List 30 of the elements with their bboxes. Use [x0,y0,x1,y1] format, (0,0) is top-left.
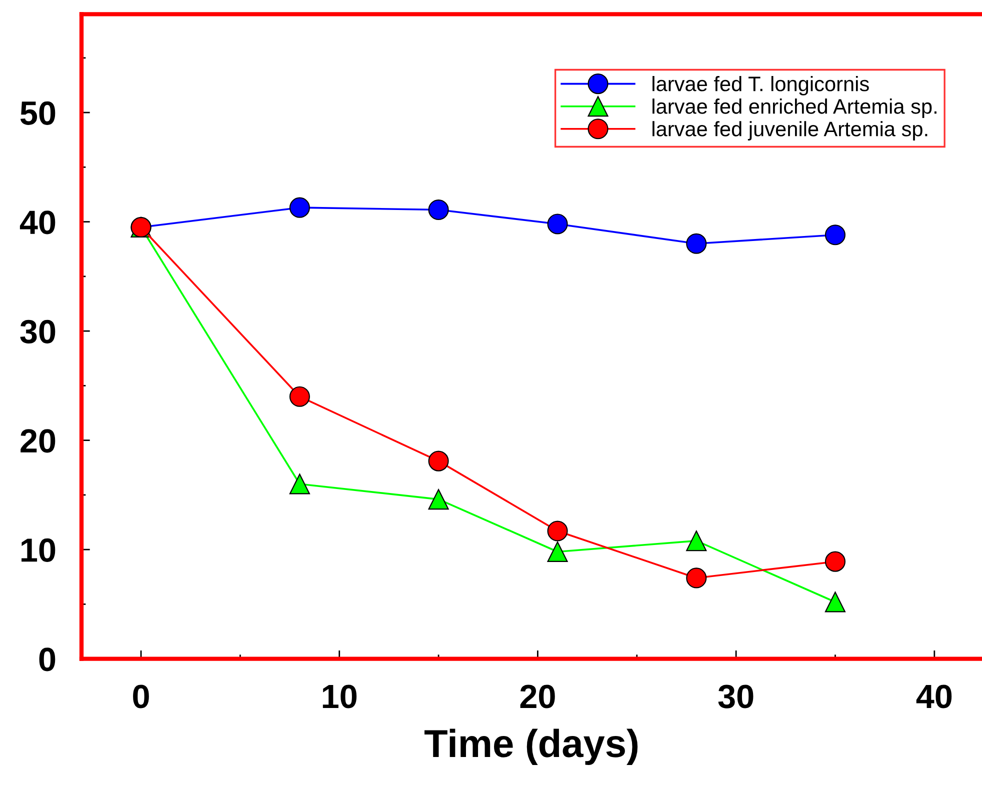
x-tick-label: 10 [322,684,357,708]
point [428,450,449,472]
point [824,592,846,612]
x-tick-label: 20 [520,684,555,708]
legend-label: larvae fed enriched Artemia sp. [652,98,936,118]
point [686,233,707,254]
x-tick-label: 30 [718,684,754,708]
y-tick-label: 40 [20,210,56,234]
point [289,474,310,494]
y-tick-label: 20 [20,429,56,453]
point [824,551,846,572]
point [547,520,568,542]
x-axis-title: Time (days) [424,728,638,766]
y-tick-label: 30 [20,320,56,344]
y-tick-label: 0 [39,648,56,672]
y-tick-label: 50 [20,101,56,125]
point [824,224,846,246]
legend-label: larvae fed T. longicornis [652,76,869,96]
legend-label: larvae fed juvenile Artemia sp. [652,121,928,141]
x-tick-label: 40 [916,684,952,708]
point [428,489,449,510]
point [547,214,568,234]
point [686,530,707,552]
point [686,568,707,588]
point [547,541,568,562]
y-tick-label: 10 [22,538,56,562]
x-tick-label: 0 [133,684,149,708]
point [289,386,310,407]
point [289,197,310,218]
point [428,199,449,220]
